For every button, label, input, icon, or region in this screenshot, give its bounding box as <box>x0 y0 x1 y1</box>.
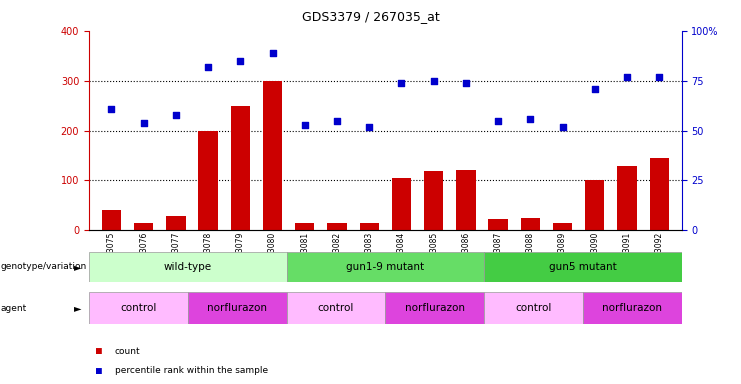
Text: control: control <box>120 303 156 313</box>
Bar <box>295 223 314 230</box>
Text: norflurazon: norflurazon <box>405 303 465 313</box>
Bar <box>263 81 282 230</box>
Text: ■: ■ <box>96 346 102 356</box>
Text: control: control <box>515 303 552 313</box>
Point <box>589 86 601 92</box>
Bar <box>583 292 682 324</box>
Text: ►: ► <box>74 262 82 272</box>
Point <box>396 79 408 86</box>
Text: count: count <box>115 347 141 356</box>
Bar <box>102 210 121 230</box>
Bar <box>553 223 572 230</box>
Point <box>525 116 536 122</box>
Point <box>621 74 633 80</box>
Bar <box>287 292 385 324</box>
Bar <box>484 292 583 324</box>
Bar <box>287 252 484 282</box>
Bar <box>230 106 250 230</box>
Bar <box>521 218 540 230</box>
Text: GDS3379 / 267035_at: GDS3379 / 267035_at <box>302 10 439 23</box>
Text: gun5 mutant: gun5 mutant <box>549 262 617 272</box>
Text: norflurazon: norflurazon <box>602 303 662 313</box>
Text: wild-type: wild-type <box>164 262 212 272</box>
Point <box>202 64 214 70</box>
Point <box>331 118 343 124</box>
Point <box>654 74 665 80</box>
Point <box>460 79 472 86</box>
Text: ■: ■ <box>96 366 102 376</box>
Bar <box>199 131 218 230</box>
Point <box>170 111 182 118</box>
Point <box>234 58 246 64</box>
Text: agent: agent <box>1 304 27 313</box>
Text: percentile rank within the sample: percentile rank within the sample <box>115 366 268 375</box>
Bar <box>484 252 682 282</box>
Point <box>492 118 504 124</box>
Bar <box>134 223 153 230</box>
Bar <box>89 292 187 324</box>
Bar <box>187 292 287 324</box>
Text: ►: ► <box>74 303 82 313</box>
Bar <box>89 252 287 282</box>
Text: norflurazon: norflurazon <box>207 303 267 313</box>
Bar <box>424 172 443 230</box>
Point <box>556 124 568 130</box>
Bar <box>488 219 508 230</box>
Point <box>299 121 310 127</box>
Bar <box>617 166 637 230</box>
Point <box>105 106 117 112</box>
Bar <box>585 180 605 230</box>
Point <box>428 78 439 84</box>
Point <box>363 124 375 130</box>
Text: genotype/variation: genotype/variation <box>1 262 87 271</box>
Bar <box>385 292 484 324</box>
Bar <box>392 178 411 230</box>
Bar <box>456 170 476 230</box>
Point <box>267 50 279 56</box>
Bar <box>359 223 379 230</box>
Bar <box>166 217 185 230</box>
Text: control: control <box>318 303 354 313</box>
Bar <box>650 158 669 230</box>
Text: gun1-9 mutant: gun1-9 mutant <box>346 262 425 272</box>
Point <box>138 119 150 126</box>
Bar <box>328 223 347 230</box>
